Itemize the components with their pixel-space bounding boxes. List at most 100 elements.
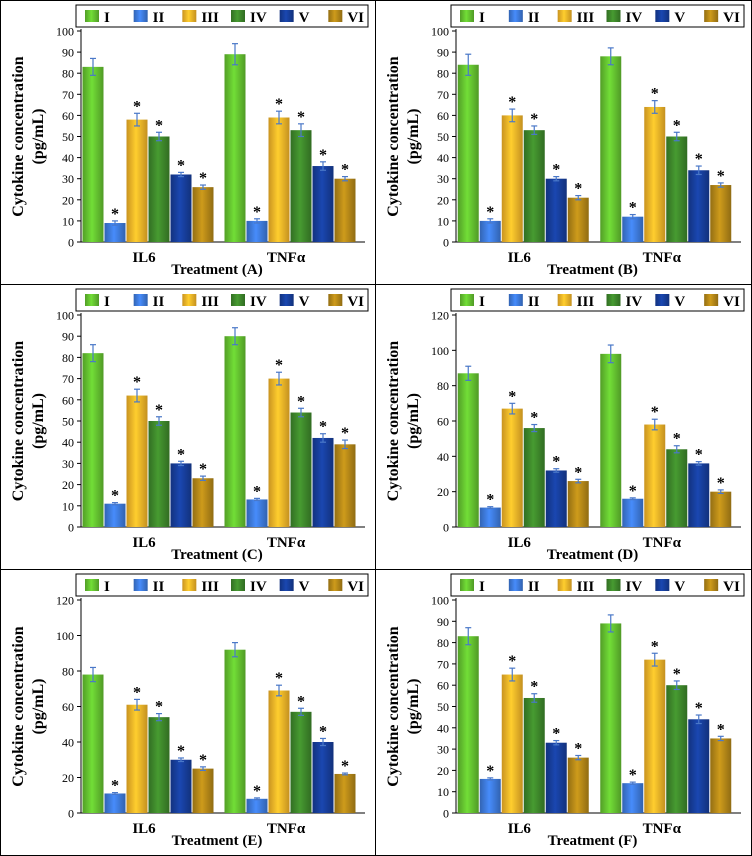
y-tick-label: 20	[62, 771, 74, 785]
legend-box	[75, 4, 369, 28]
legend-box	[450, 573, 745, 597]
y-tick-label: 50	[62, 415, 74, 429]
y-tick-label: 0	[68, 807, 74, 821]
significance-star: *	[199, 170, 207, 187]
legend: I II III IV V VI	[75, 573, 369, 597]
legend-swatch	[328, 10, 343, 22]
legend-swatch	[655, 579, 670, 591]
bar	[268, 117, 290, 242]
y-tick-label: 10	[62, 499, 74, 513]
x-axis-label: Treatment (B)	[547, 262, 638, 278]
bar	[126, 119, 148, 242]
y-tick-label: 100	[56, 25, 74, 39]
bar	[501, 674, 523, 813]
bar	[148, 421, 170, 527]
category-label: IL6	[508, 821, 532, 837]
legend-label: V	[674, 294, 685, 310]
legend-label: III	[577, 579, 595, 595]
bar	[224, 336, 246, 527]
significance-star: *	[695, 447, 703, 464]
y-tick-label: 90	[437, 615, 449, 629]
legend: I II III IV V VI	[450, 573, 745, 597]
significance-star: *	[629, 200, 637, 217]
legend-label: IV	[250, 294, 267, 310]
significance-star: *	[508, 653, 516, 670]
significance-star: *	[530, 679, 538, 696]
significance-star: *	[629, 483, 637, 500]
bar	[290, 412, 312, 527]
x-axis-label: Treatment (D)	[547, 547, 639, 563]
y-tick-label: 80	[437, 379, 449, 393]
legend-box	[450, 288, 745, 312]
y-tick-label: 120	[56, 594, 74, 608]
legend-swatch	[460, 579, 474, 591]
bar	[290, 130, 312, 242]
y-tick-label: 30	[437, 172, 449, 186]
bar	[192, 187, 214, 242]
legend-label: III	[577, 294, 595, 310]
bar	[312, 437, 334, 527]
y-axis-label: Cytokine concentration	[10, 56, 27, 217]
legend-swatch	[704, 10, 719, 22]
y-tick-label: 100	[431, 594, 449, 608]
legend-swatch	[704, 579, 719, 591]
x-axis-label: Treatment (E)	[172, 833, 263, 849]
legend-label: I	[479, 579, 485, 595]
y-tick-label: 0	[443, 807, 449, 821]
legend-swatch	[133, 579, 148, 591]
significance-star: *	[552, 454, 560, 471]
significance-star: *	[275, 96, 283, 113]
legend-swatch	[182, 10, 197, 22]
bar	[126, 395, 148, 527]
bar	[104, 223, 126, 242]
legend-swatch	[231, 579, 245, 591]
significance-star: *	[651, 86, 659, 103]
significance-star: *	[155, 117, 163, 134]
legend-swatch	[557, 10, 572, 22]
y-axis-label-units: (pg/mL)	[30, 393, 47, 449]
significance-star: *	[717, 168, 725, 185]
significance-star: *	[275, 670, 283, 687]
bar	[622, 498, 644, 527]
bar	[622, 783, 644, 813]
bar	[457, 636, 479, 813]
significance-star: *	[341, 162, 349, 179]
y-axis-label-units: (pg/mL)	[30, 679, 47, 735]
significance-star: *	[253, 204, 261, 221]
category-label: TNFα	[267, 821, 306, 837]
legend-swatch	[279, 294, 294, 306]
bar	[312, 166, 334, 242]
legend-label: I	[104, 579, 110, 595]
y-tick-label: 0	[443, 236, 449, 250]
significance-star: *	[199, 461, 207, 478]
legend-swatch	[508, 579, 523, 591]
bar	[457, 64, 479, 242]
significance-star: *	[319, 147, 327, 164]
legend-label: V	[299, 294, 310, 310]
y-tick-label: 10	[437, 785, 449, 799]
bar	[312, 742, 334, 813]
legend-label: III	[577, 10, 595, 26]
legend-swatch	[460, 294, 474, 306]
bar	[523, 697, 545, 813]
legend-swatch	[133, 294, 148, 306]
significance-star: *	[574, 181, 582, 198]
bar	[334, 773, 356, 813]
bar	[545, 742, 567, 813]
legend-label: IV	[626, 10, 643, 26]
significance-star: *	[574, 740, 582, 757]
bar	[567, 757, 589, 813]
legend-label: II	[153, 579, 165, 595]
bar	[126, 704, 148, 813]
significance-star: *	[673, 431, 681, 448]
y-tick-label: 100	[56, 629, 74, 643]
bar	[622, 216, 644, 242]
legend-swatch	[85, 10, 99, 22]
category-label: IL6	[132, 535, 156, 551]
y-tick-label: 20	[62, 478, 74, 492]
bar	[170, 463, 192, 527]
chart-svg: I II III IV V VI0102030405060708090100Cytokin…	[385, 4, 745, 278]
significance-star: *	[552, 726, 560, 743]
legend-swatch	[460, 10, 474, 22]
y-tick-label: 20	[437, 764, 449, 778]
